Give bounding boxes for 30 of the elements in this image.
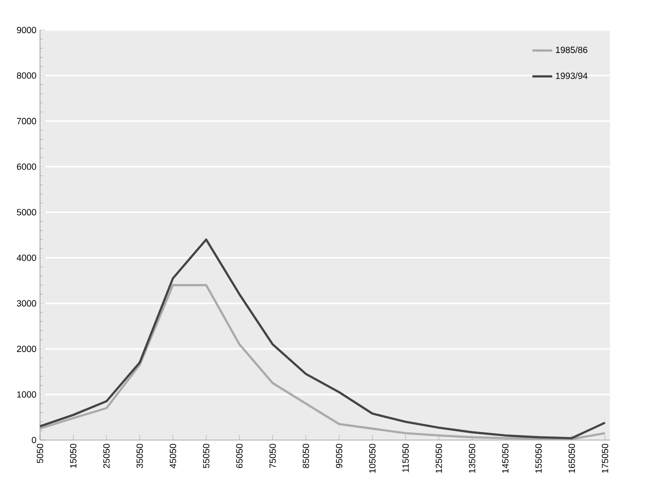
x-tick-label: 35050 <box>136 444 143 468</box>
x-tick-label: 165050 <box>568 444 575 473</box>
x-tick-label: 5050 <box>36 444 44 464</box>
y-tick-label: 5000 <box>16 209 36 216</box>
x-tick-label: 175050 <box>602 444 608 473</box>
y-tick-label: 8000 <box>16 72 36 79</box>
x-tick-label: 55050 <box>203 444 210 468</box>
x-tick-label: 45050 <box>170 444 176 468</box>
x-tick-label: 15050 <box>70 444 76 468</box>
y-tick-label: 3000 <box>16 300 36 307</box>
x-tick-label: 75050 <box>269 444 276 468</box>
x-tick-label: 115050 <box>402 444 409 472</box>
x-tick-label: 145050 <box>502 444 508 473</box>
x-tick-label: 105050 <box>369 444 376 473</box>
x-tick-label: 25050 <box>103 444 110 468</box>
legend-label: 1985/86 <box>556 46 588 54</box>
x-tick-label: 135050 <box>468 444 476 473</box>
y-tick-label: 4000 <box>16 254 36 261</box>
legend-label: 1993/94 <box>556 72 588 79</box>
x-tick-label: 65050 <box>236 444 243 468</box>
y-tick-label: 7000 <box>16 118 36 124</box>
y-tick-label: 2000 <box>16 346 36 352</box>
x-tick-label: 125050 <box>436 444 442 473</box>
x-tick-label: 85050 <box>302 444 310 468</box>
x-tick-label: 155050 <box>535 444 542 473</box>
y-tick-label: 6000 <box>16 163 36 170</box>
y-tick-label: 9000 <box>16 26 36 34</box>
x-tick-label: 95050 <box>336 444 342 468</box>
y-tick-label: 1000 <box>17 391 36 398</box>
y-tick-label: 0 <box>32 436 36 444</box>
